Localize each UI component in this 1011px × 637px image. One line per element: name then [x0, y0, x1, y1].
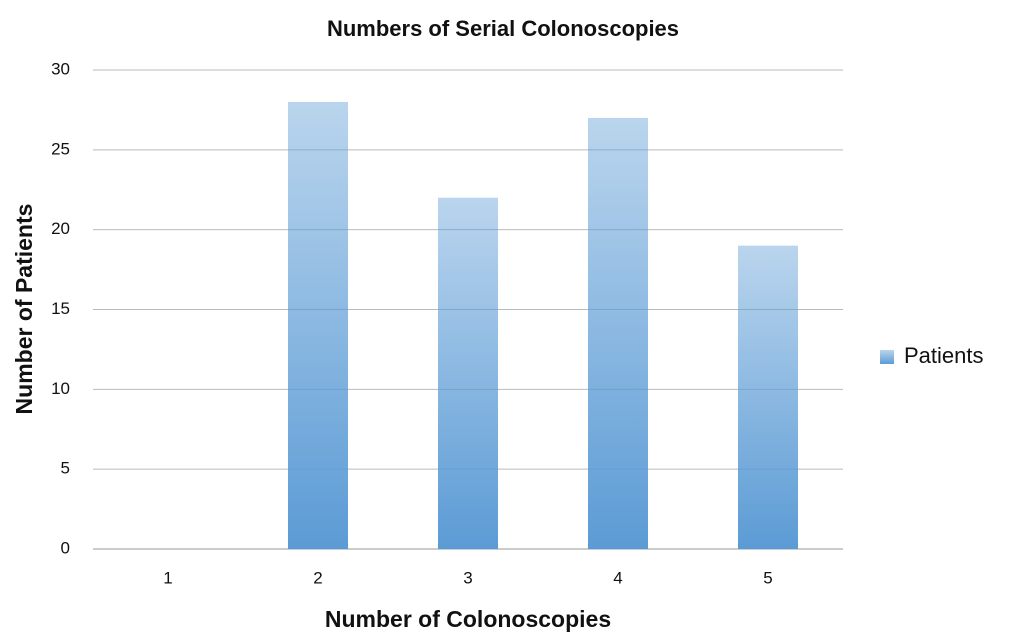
legend-label: Patients — [904, 343, 984, 368]
y-axis-title: Number of Patients — [11, 204, 37, 415]
y-tick-label: 20 — [51, 219, 70, 238]
legend-swatch — [880, 350, 894, 364]
bar — [588, 117, 648, 550]
x-tick-label: 4 — [613, 568, 622, 587]
y-tick-label: 0 — [61, 538, 70, 557]
x-tick-label: 2 — [313, 568, 322, 587]
y-tick-label: 10 — [51, 379, 70, 398]
x-tick-label: 5 — [763, 568, 772, 587]
y-tick-label: 25 — [51, 139, 70, 158]
x-axis-title: Number of Colonoscopies — [325, 606, 611, 632]
y-tick-label: 30 — [51, 59, 70, 78]
y-tick-label: 15 — [51, 299, 70, 318]
bar — [288, 101, 348, 549]
chart-title: Numbers of Serial Colonoscopies — [327, 16, 679, 41]
bar — [738, 245, 798, 549]
bar — [438, 197, 498, 549]
x-tick-label: 3 — [463, 568, 472, 587]
x-tick-label: 1 — [163, 568, 172, 587]
y-tick-label: 5 — [61, 459, 70, 478]
